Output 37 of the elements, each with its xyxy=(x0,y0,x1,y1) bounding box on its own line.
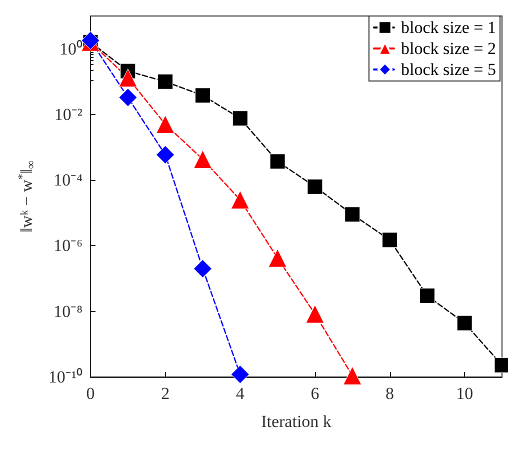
y-axis-title: ‖wᵏ − w*‖∞ xyxy=(15,160,38,232)
point xyxy=(230,365,250,384)
point xyxy=(232,110,248,126)
point xyxy=(419,288,435,304)
point xyxy=(193,150,212,169)
point xyxy=(382,232,398,248)
point xyxy=(118,88,138,107)
point xyxy=(156,146,175,164)
point xyxy=(270,154,286,170)
x-tick-label: 0 xyxy=(86,384,95,403)
point xyxy=(156,115,175,134)
y-tick-label: 10⁻² xyxy=(54,104,82,124)
point xyxy=(193,259,212,278)
legend-label: block size = 5 xyxy=(400,60,496,79)
point xyxy=(307,178,323,194)
y-tick-label: 10⁻⁴ xyxy=(54,170,83,190)
x-tick-label: 10 xyxy=(456,384,474,403)
x-tick-label: 2 xyxy=(161,384,170,403)
point xyxy=(118,68,138,88)
legend-label: block size = 2 xyxy=(400,39,496,58)
y-tick-label: 10⁰ xyxy=(60,39,82,58)
x-tick-label: 4 xyxy=(236,384,245,403)
x-tick-label: 8 xyxy=(386,384,394,403)
x-axis-title: Iteration k xyxy=(261,412,332,431)
point xyxy=(230,190,250,210)
point xyxy=(158,74,174,90)
point xyxy=(268,248,287,268)
point xyxy=(194,88,210,104)
legend-label: block size = 1 xyxy=(400,18,496,37)
y-tick-label: 10⁻⁶ xyxy=(54,236,83,256)
y-tick-label: 10⁻⁸ xyxy=(54,302,83,321)
point xyxy=(343,366,362,385)
x-tick-label: 6 xyxy=(310,384,320,403)
point xyxy=(344,206,360,222)
point xyxy=(306,304,324,324)
point xyxy=(456,315,472,331)
y-tick-label: 10⁻¹⁰ xyxy=(48,368,82,386)
